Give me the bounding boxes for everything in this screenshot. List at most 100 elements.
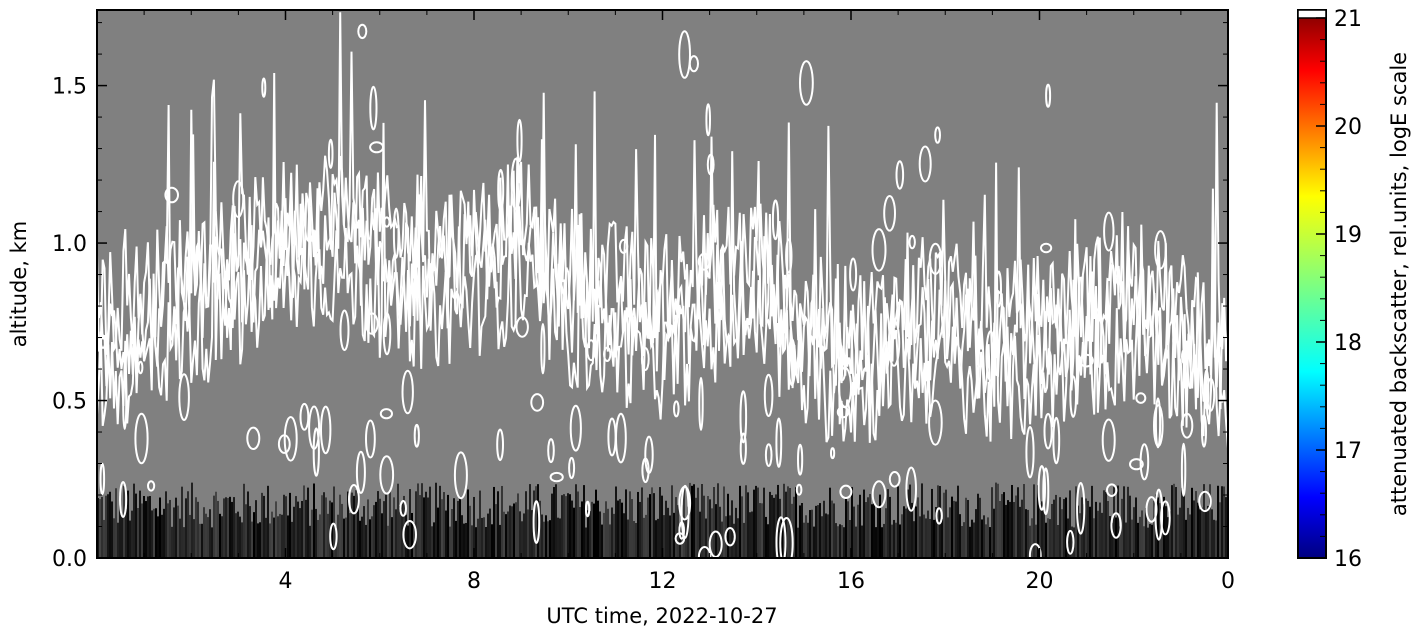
ground-layer-stripe: [587, 510, 589, 558]
contour-blob: [232, 180, 245, 219]
ground-layer-stripe: [763, 487, 765, 558]
ground-layer-stripe: [165, 491, 167, 558]
ground-layer-stripe: [1003, 492, 1005, 558]
ground-layer-stripe: [1051, 503, 1053, 558]
contour-blob: [1095, 308, 1102, 319]
contour-blob: [586, 339, 596, 362]
ground-layer-stripe: [293, 506, 295, 558]
ground-layer-stripe: [809, 510, 811, 558]
ground-layer-stripe: [233, 497, 235, 558]
contour-blob: [771, 199, 780, 241]
ground-layer-stripe: [267, 485, 269, 558]
ground-layer-stripe: [513, 503, 515, 558]
ground-layer-stripe: [433, 522, 435, 558]
ground-layer-stripe: [519, 511, 521, 558]
ground-layer-stripe: [1033, 484, 1035, 558]
ground-layer-stripe: [905, 508, 907, 558]
ground-layer-stripe: [1159, 503, 1161, 558]
ground-layer-stripe: [663, 515, 665, 558]
ground-layer-stripe: [943, 492, 945, 558]
ground-layer-stripe: [1109, 516, 1111, 558]
ground-layer-stripe: [957, 485, 959, 558]
ground-layer-stripe: [237, 511, 239, 558]
ground-layer-stripe: [407, 525, 409, 558]
ground-layer-stripe: [667, 507, 669, 558]
ground-layer-stripe: [479, 490, 481, 558]
contour-blob: [399, 500, 408, 517]
ground-layer-stripe: [529, 484, 531, 558]
ground-layer-stripe: [829, 487, 831, 558]
contour-blob: [905, 466, 918, 512]
ground-layer-stripe: [977, 493, 979, 558]
ground-layer-stripe: [869, 494, 871, 558]
ground-layer-stripe: [743, 522, 745, 558]
contour-blob: [348, 484, 360, 515]
ground-layer-stripe: [689, 482, 691, 558]
ground-layer-stripe: [885, 508, 887, 558]
ground-layer-stripe: [1027, 509, 1029, 558]
ground-layer-stripe: [363, 506, 365, 558]
ground-layer-stripe: [1005, 504, 1007, 558]
ground-layer-stripe: [685, 519, 687, 558]
ground-layer-stripe: [619, 499, 621, 558]
ground-layer-stripe: [1043, 506, 1045, 558]
ground-layer-stripe: [859, 494, 861, 558]
contour-blob: [1201, 414, 1207, 448]
ground-layer-stripe: [1143, 526, 1145, 558]
colorbar-tick-label: 18: [1334, 331, 1362, 356]
ground-layer-stripe: [299, 508, 301, 558]
ground-layer-stripe: [277, 516, 279, 558]
ground-layer-stripe: [951, 496, 953, 558]
ground-layer-stripe: [805, 515, 807, 558]
ground-layer-stripe: [1193, 500, 1195, 558]
ground-layer-stripe: [589, 510, 591, 558]
ground-layer-stripe: [1141, 510, 1143, 558]
ground-layer-stripe: [347, 491, 349, 558]
ground-layer-stripe: [871, 504, 873, 558]
ground-layer-stripe: [979, 497, 981, 558]
ground-layer-stripe: [621, 502, 623, 558]
ground-layer-stripe: [525, 491, 527, 558]
ground-layer-stripe: [797, 527, 799, 558]
ground-layer-stripe: [1049, 519, 1051, 558]
ground-layer-stripe: [1031, 518, 1033, 558]
ground-layer-stripe: [121, 515, 123, 558]
ground-layer-stripe: [119, 494, 121, 558]
ground-layer-stripe: [265, 517, 267, 558]
ground-layer-stripe: [1137, 522, 1139, 558]
contour-blob: [1103, 211, 1115, 252]
ground-layer-stripe: [719, 506, 721, 558]
ground-layer-stripe: [1223, 486, 1225, 558]
contour-blob: [1198, 490, 1212, 513]
contour-blob: [644, 435, 654, 474]
ground-layer-stripe: [903, 506, 905, 558]
ground-layer-stripe: [257, 523, 259, 558]
ground-layer-stripe: [961, 526, 963, 558]
ground-layer-stripe: [125, 508, 127, 558]
ground-layer-stripe: [1065, 497, 1067, 558]
ground-layer-stripe: [601, 524, 603, 558]
contour-blob: [678, 485, 692, 521]
near-ground-layer: [97, 482, 1228, 558]
contour-blob: [995, 270, 1003, 308]
ground-layer-stripe: [197, 501, 199, 558]
ground-layer-stripe: [209, 509, 211, 558]
ground-layer-stripe: [317, 519, 319, 558]
contour-blob: [935, 507, 943, 525]
ground-layer-stripe: [313, 483, 315, 558]
ground-layer-stripe: [169, 499, 171, 558]
ground-layer-stripe: [723, 486, 725, 558]
ground-layer-stripe: [955, 501, 957, 558]
contour-blob: [775, 516, 787, 558]
ground-layer-stripe: [499, 524, 501, 558]
ground-layer-stripe: [1035, 524, 1037, 558]
ground-layer-stripe: [565, 496, 567, 558]
ground-layer-stripe: [1219, 502, 1221, 558]
ground-layer-stripe: [597, 500, 599, 558]
ground-layer-stripe: [651, 487, 653, 558]
ground-layer-stripe: [993, 508, 995, 558]
contour-blob: [985, 330, 996, 382]
ground-layer-stripe: [1021, 499, 1023, 558]
ground-layer-stripe: [315, 508, 317, 558]
ground-layer-stripe: [497, 491, 499, 558]
